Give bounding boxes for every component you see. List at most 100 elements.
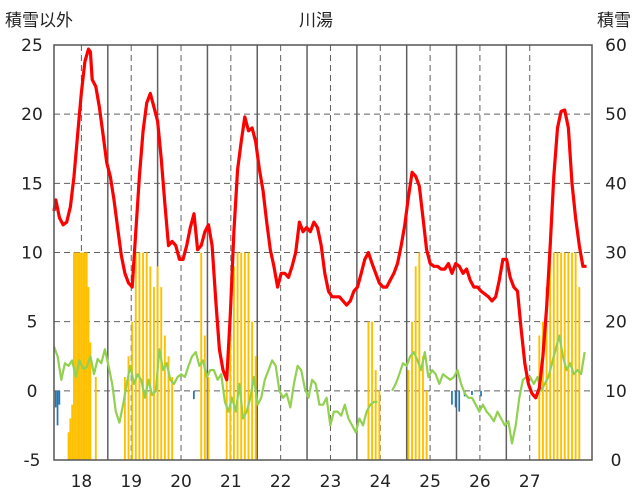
snow-bar: [560, 252, 563, 460]
right-tick-label: 60: [605, 36, 627, 56]
snow-bar: [422, 356, 424, 460]
x-category-label: 22: [270, 472, 292, 492]
snow-bar: [76, 252, 79, 460]
x-category-label: 23: [320, 472, 342, 492]
snow-bar: [134, 252, 137, 460]
snow-bar: [142, 252, 145, 460]
snow-bar: [240, 252, 243, 460]
snow-bar: [167, 356, 170, 460]
snow-bar: [545, 287, 548, 460]
snow-bar: [153, 287, 155, 460]
snow-bar: [82, 252, 85, 460]
negative-bar: [451, 390, 453, 405]
negative-bar: [56, 390, 59, 426]
snow-bar: [418, 252, 421, 460]
snow-bar: [247, 252, 250, 460]
snow-bar: [371, 321, 374, 460]
negative-bar: [454, 390, 457, 408]
x-category-label: 26: [469, 472, 491, 492]
x-category-label: 19: [120, 472, 142, 492]
snow-bar: [567, 252, 570, 460]
snow-bar: [71, 404, 74, 460]
snow-bar: [556, 252, 559, 460]
snow-bar: [163, 335, 166, 460]
snow-bar: [207, 377, 210, 460]
negative-bar: [54, 390, 57, 408]
snow-bar: [89, 342, 92, 460]
x-category-label: 27: [519, 472, 541, 492]
snow-bar: [243, 252, 246, 460]
snow-bar: [225, 377, 228, 460]
snow-bar: [67, 432, 70, 460]
chart-title: 川湯: [299, 11, 333, 31]
left-tick-label: 25: [21, 36, 43, 56]
snow-bar: [229, 307, 232, 460]
x-category-label: 18: [71, 472, 93, 492]
plot-frame: [53, 44, 593, 461]
snow-bar: [145, 252, 148, 460]
snow-bar: [232, 266, 235, 460]
snow-bars: [67, 252, 581, 460]
x-category-label: 20: [170, 472, 192, 492]
snow-bar: [87, 287, 90, 460]
snow-bar: [203, 335, 206, 460]
snow-bar: [131, 321, 134, 460]
snow-bar: [411, 321, 414, 460]
x-category-label: 24: [369, 472, 391, 492]
snow-bar: [407, 370, 410, 460]
right-tick-label: 20: [605, 313, 627, 333]
left-tick-label: 0: [27, 382, 38, 402]
left-axis-label: 積雪以外: [5, 11, 73, 31]
left-tick-label: 20: [21, 105, 43, 125]
snow-bar: [574, 252, 577, 460]
snow-bar: [549, 252, 552, 460]
snow-bar: [73, 252, 75, 460]
right-y-ticks: 60 50 40 30 20 10 0: [605, 36, 627, 471]
right-tick-label: 40: [605, 174, 627, 194]
left-tick-label: -5: [24, 451, 41, 471]
snow-bar: [571, 252, 573, 460]
snow-bar: [83, 252, 86, 460]
snow-bar: [149, 266, 152, 460]
x-category-label: 25: [419, 472, 441, 492]
left-tick-label: 5: [27, 313, 38, 333]
snow-bar: [74, 252, 77, 460]
green-series-line: [52, 346, 378, 434]
right-tick-label: 50: [605, 105, 627, 125]
snow-bar: [425, 390, 428, 460]
snow-bar: [78, 252, 81, 460]
right-axis-label: 積雪: [597, 11, 631, 31]
left-tick-label: 15: [21, 174, 43, 194]
snow-bar: [138, 252, 141, 460]
left-y-ticks: 25 20 15 10 5 0 -5: [21, 36, 43, 471]
snow-bar: [541, 321, 544, 460]
snow-bar: [127, 356, 130, 460]
snow-bar: [563, 252, 566, 460]
snow-bar: [414, 266, 417, 460]
snow-bar: [171, 377, 174, 460]
snow-bar: [80, 252, 83, 460]
red-series-line: [52, 47, 587, 400]
snow-bar: [94, 377, 97, 460]
green-series-line-segment-2: [391, 334, 586, 445]
negative-bar: [58, 390, 61, 405]
snow-bar: [367, 321, 370, 460]
x-category-labels: 18 19 20 21 22 23 24 25 26 27: [71, 472, 541, 492]
snow-bar: [538, 335, 541, 460]
negative-bar: [471, 390, 473, 395]
left-tick-label: 10: [21, 244, 43, 264]
snow-bar: [85, 252, 88, 460]
snow-bar: [200, 252, 203, 460]
snow-bar: [378, 390, 381, 460]
right-tick-label: 10: [605, 382, 627, 402]
negative-bar: [480, 390, 482, 397]
right-tick-label: 0: [611, 451, 622, 471]
right-tick-label: 30: [605, 244, 627, 264]
negative-bar: [193, 390, 195, 400]
negative-bar: [458, 390, 461, 412]
snow-bar: [123, 377, 126, 460]
snow-bar: [374, 370, 377, 460]
snow-bar: [160, 287, 163, 460]
snow-bar: [236, 252, 239, 460]
